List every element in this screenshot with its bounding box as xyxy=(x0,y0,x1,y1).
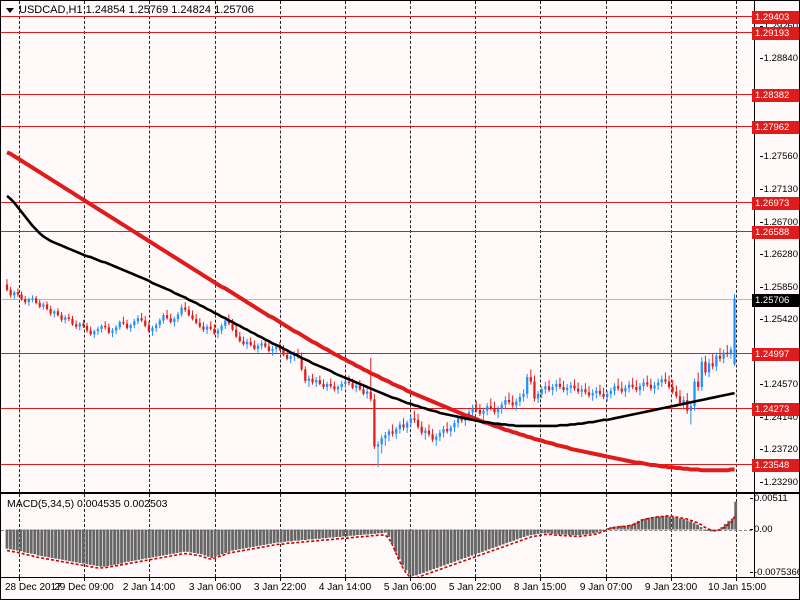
current-price-label: 1.25706 xyxy=(752,293,799,307)
price-scale-separator xyxy=(754,1,755,492)
macd-zero-line xyxy=(1,529,752,531)
time-axis-label: 28 Dec 2017 xyxy=(5,582,62,593)
time-tick xyxy=(215,578,216,581)
price-level-label[interactable]: 1.26588 xyxy=(752,226,799,240)
price-level-line-8 xyxy=(1,463,752,465)
time-axis-label: 10 Jan 15:00 xyxy=(708,582,766,593)
price-level-label[interactable]: 1.29403 xyxy=(752,11,799,25)
price-level-label[interactable]: 1.24273 xyxy=(752,403,799,417)
grid-line-vertical-11 xyxy=(736,1,737,492)
time-tick xyxy=(19,578,20,581)
time-tick xyxy=(149,578,150,581)
time-axis-label: 8 Jan 15:00 xyxy=(513,582,567,593)
grid-line-vertical-11 xyxy=(736,494,737,577)
price-level-label[interactable]: 1.23548 xyxy=(752,458,799,472)
price-tick-label: 1.25850 xyxy=(759,281,798,293)
grid-line-vertical-8 xyxy=(540,1,541,492)
price-level-label[interactable]: 1.28382 xyxy=(752,89,799,103)
time-axis-label: 3 Jan 22:00 xyxy=(253,582,307,593)
grid-line-vertical-5 xyxy=(345,1,346,492)
grid-line-vertical-0 xyxy=(19,1,20,492)
time-tick xyxy=(540,578,541,581)
time-axis-label: 3 Jan 06:00 xyxy=(188,582,242,593)
price-tick-label: 1.27560 xyxy=(759,150,798,162)
time-tick xyxy=(345,578,346,581)
time-tick xyxy=(736,578,737,581)
price-tick-label: 1.29260 xyxy=(759,21,799,32)
grid-line-vertical-10 xyxy=(671,494,672,577)
price-level-label[interactable]: 1.24997 xyxy=(752,347,799,361)
price-level-line-6 xyxy=(1,352,752,354)
time-axis[interactable]: 28 Dec 2017 29 Dec 09:00 2 Jan 14:00 3 Jan … xyxy=(0,578,800,600)
current-price-line xyxy=(1,298,752,300)
price-level-line-0 xyxy=(1,16,752,18)
time-axis-label: 5 Jan 06:00 xyxy=(383,582,437,593)
macd-histogram-series xyxy=(5,501,738,577)
price-level-line-7 xyxy=(1,408,752,410)
price-level-line-2 xyxy=(1,94,752,96)
grid-line-vertical-7 xyxy=(475,1,476,492)
price-tick-label: 1.26700 xyxy=(759,216,798,228)
price-tick-label: 1.26280 xyxy=(759,248,798,260)
price-level-label[interactable]: 1.29193 xyxy=(752,27,799,41)
grid-line-vertical-9 xyxy=(606,494,607,577)
candlestick-series xyxy=(5,150,736,473)
time-axis-label: 2 Jan 14:00 xyxy=(122,582,176,593)
price-scale[interactable]: 1.29260 1.28840 1.27560 1.27130 1.26700 1.262… xyxy=(752,1,799,492)
macd-indicator-pane[interactable]: 0.00511 0.00 -0.0075366 MACD(5,34,5) 0.004… xyxy=(0,493,800,578)
price-tick-label: 1.25420 xyxy=(759,314,798,326)
symbol-ohlc-header: USDCAD,H1 1.24854 1.25769 1.24824 1.2570… xyxy=(19,4,254,16)
grid-line-vertical-6 xyxy=(410,1,411,492)
macd-tick-label: -0.0075366 xyxy=(749,568,800,578)
time-axis-label: 9 Jan 07:00 xyxy=(579,582,633,593)
macd-scale-separator xyxy=(754,494,755,577)
time-axis-label: 29 Dec 09:00 xyxy=(54,582,114,593)
macd-tick-label: 0.00 xyxy=(750,523,773,535)
price-tick-label: 1.28840 xyxy=(759,53,798,65)
macd-label: MACD(5,34,5) 0.004535 0.002503 xyxy=(7,498,168,510)
time-axis-label: 4 Jan 14:00 xyxy=(318,582,372,593)
grid-line-vertical-9 xyxy=(606,1,607,492)
price-level-line-4 xyxy=(1,201,752,203)
grid-line-vertical-10 xyxy=(671,1,672,492)
grid-line-vertical-2 xyxy=(149,1,150,492)
price-level-label[interactable]: 1.26973 xyxy=(752,196,799,210)
price-level-line-1 xyxy=(1,32,752,34)
time-axis-label: 9 Jan 23:00 xyxy=(644,582,698,593)
macd-tick-label: 0.00511 xyxy=(750,493,788,504)
grid-line-vertical-4 xyxy=(280,1,281,492)
time-tick xyxy=(475,578,476,581)
macd-scale: 0.00511 0.00 -0.0075366 xyxy=(749,493,800,578)
grid-line-vertical-3 xyxy=(215,1,216,492)
time-tick xyxy=(671,578,672,581)
grid-line-vertical-5 xyxy=(345,494,346,577)
time-tick xyxy=(410,578,411,581)
price-level-line-3 xyxy=(1,126,752,128)
time-tick xyxy=(280,578,281,581)
price-chart-pane[interactable]: 1.29260 1.28840 1.27560 1.27130 1.26700 1.262… xyxy=(0,0,800,493)
macd-plot-area[interactable] xyxy=(1,494,752,577)
price-level-line-5 xyxy=(1,231,752,233)
time-axis-label: 5 Jan 22:00 xyxy=(448,582,502,593)
price-plot-area[interactable] xyxy=(1,1,752,492)
triangle-down-icon[interactable] xyxy=(6,8,14,13)
price-tick-label: 1.24140 xyxy=(759,412,798,424)
price-tick-label: 1.23720 xyxy=(759,444,798,456)
time-tick xyxy=(606,578,607,581)
price-tick-label: 1.24570 xyxy=(759,379,798,391)
time-tick xyxy=(84,578,85,581)
grid-line-vertical-1 xyxy=(84,1,85,492)
price-tick-label: 1.23290 xyxy=(759,477,798,489)
price-level-label[interactable]: 1.27962 xyxy=(752,121,799,135)
price-tick-label: 1.27130 xyxy=(759,183,798,195)
